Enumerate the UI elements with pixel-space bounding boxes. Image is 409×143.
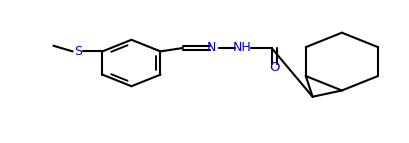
Text: NH: NH [232, 41, 251, 54]
Text: N: N [207, 41, 216, 54]
Text: O: O [268, 61, 279, 74]
Text: S: S [74, 45, 82, 58]
